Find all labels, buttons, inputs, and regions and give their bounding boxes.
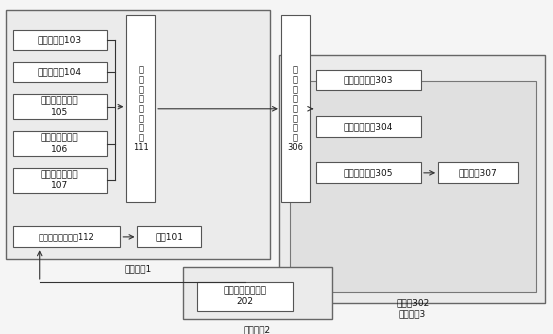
Bar <box>127 15 155 202</box>
Text: 气压检测传感器
106: 气压检测传感器 106 <box>41 134 79 154</box>
Bar <box>281 15 310 202</box>
Bar <box>316 69 421 91</box>
Text: 数
据
信
号
接
收
单
元
306: 数 据 信 号 接 收 单 元 306 <box>287 65 303 152</box>
Text: 气体检测传感器
105: 气体检测传感器 105 <box>41 97 79 117</box>
Bar <box>279 55 545 303</box>
Bar <box>182 267 332 319</box>
Text: 遥控信号接收单元112: 遥控信号接收单元112 <box>39 232 95 241</box>
Text: 数据分析单元303: 数据分析单元303 <box>344 75 393 85</box>
Text: 移动模块1: 移动模块1 <box>124 264 152 273</box>
Bar <box>290 81 536 292</box>
Bar <box>138 226 201 247</box>
Bar <box>13 131 107 156</box>
Text: 温度检测传感器
107: 温度检测传感器 107 <box>41 170 79 190</box>
Text: 串机101: 串机101 <box>155 232 183 241</box>
Text: 控制器302: 控制器302 <box>397 298 430 307</box>
Bar <box>438 162 518 183</box>
Text: 速度传感器103: 速度传感器103 <box>38 35 82 44</box>
Text: 数
据
信
号
发
射
单
元
111: 数 据 信 号 发 射 单 元 111 <box>133 65 149 152</box>
Bar <box>13 226 121 247</box>
Bar <box>13 29 107 50</box>
Bar <box>13 61 107 82</box>
Text: 显示模块3: 显示模块3 <box>399 309 426 318</box>
Text: 报警单元307: 报警单元307 <box>459 168 498 177</box>
Bar <box>196 282 293 311</box>
Bar <box>13 94 107 119</box>
Text: 遥控模块2: 遥控模块2 <box>244 325 271 334</box>
Text: 数据存储单元304: 数据存储单元304 <box>344 122 393 131</box>
Text: 遥控信号发射单元
202: 遥控信号发射单元 202 <box>223 286 267 306</box>
Bar <box>6 10 270 259</box>
Text: 金属检测器104: 金属检测器104 <box>38 67 82 76</box>
Bar <box>316 116 421 137</box>
Bar <box>316 162 421 183</box>
Bar <box>13 168 107 193</box>
Text: 故障判断单元305: 故障判断单元305 <box>344 168 393 177</box>
